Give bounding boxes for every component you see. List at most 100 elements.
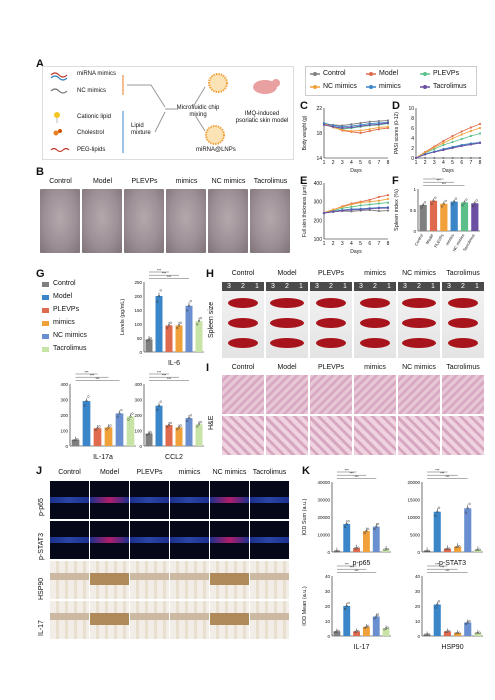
y-tick-label-0: 0 [411,156,414,162]
i-head-nc: NC mimics [402,364,436,371]
sig-label-1: *** [350,472,355,476]
ruler-mark-1: 2 [241,283,245,290]
point-5-5 [368,123,371,126]
b-photo-tac [250,189,290,253]
dot-5-2 [386,548,389,551]
x-tick-label-2: 3 [433,160,436,166]
series-line-0 [323,120,389,126]
dot-0-1 [147,432,151,435]
bar-5 [126,416,135,446]
dot-1-2 [434,196,437,199]
point-1-7 [386,194,390,197]
bar-4 [185,418,193,446]
point-5-5 [368,207,371,210]
ruler-mark-0: 3 [447,283,451,290]
bar-0 [71,439,80,446]
dot-1-1 [345,522,348,526]
dot-0-0 [146,433,149,436]
point-3-5 [368,200,371,203]
bar-1 [433,511,441,552]
dot-1-2 [159,400,162,403]
point-3-3 [442,141,445,145]
dot-5-2 [478,631,481,634]
y-tick-label-1: 50 [137,336,143,341]
bar-1 [343,606,351,636]
point-1-3 [442,139,445,143]
point-5-4 [359,208,362,211]
point-5-3 [350,126,353,129]
point-2-3 [350,205,353,208]
point-2-7 [386,201,390,204]
b-head-nc: NC mimics [211,178,246,185]
chart-e-skin-thickness: 100 200 300 400 1 2 3 4 5 6 7 8 Days Full skin thickn… [302,181,390,255]
y-tick-label-3: 300 [134,398,142,403]
bar-1 [155,405,163,446]
he-image [266,375,308,414]
schematic-item-cationic: Cationic lipid [77,114,112,120]
j-image [50,561,89,599]
y-tick-label-4: 20000 [407,480,420,485]
dot-5-0 [196,425,199,428]
spleen-organ [228,338,258,348]
bar-2 [165,325,173,352]
spleen-organ [402,338,436,348]
sig-label-2: *** [167,377,172,381]
spleen-organ [448,318,478,328]
panel-letter-h: H [206,268,214,280]
panel-letter-a: A [36,58,44,70]
dot-5-1 [197,320,201,323]
spleen-photo-1: 3 2 1 [266,282,308,358]
sig-label-2: *** [355,569,360,573]
point-0-6 [469,156,472,160]
chart-f-spleen-index: 00.51*********Spleen index (%)Control Mod… [394,177,480,252]
dot-4-0 [373,528,376,531]
bar-4 [372,526,380,552]
panel-letter-b: B [36,166,44,178]
spleen-photo-2: 3 2 1 [310,282,352,358]
b-head-tac: Tacrolimus [253,178,288,185]
ihc-band [250,573,289,580]
sig-label-1: *** [440,472,445,476]
dot-4-2 [465,198,468,201]
legend-label-mimics: mimics [379,83,401,90]
bar-0 [333,551,341,552]
b-head-plevps: PLEVPs [131,178,158,185]
legend-label-tac: Tacrolimus [433,83,467,90]
chart-title: HSP90 [441,644,463,651]
series-line-5 [415,142,481,159]
point-3-2 [341,128,344,131]
dot-1-0 [83,404,86,407]
h-head-nc: NC mimics [402,270,436,277]
y-tick-label-3: 400 [314,181,323,187]
x-tick-label-5: 6 [368,160,371,166]
y-tick-label-2: 300 [314,200,323,206]
ruler-mark-1: 2 [329,283,333,290]
sig-label-1: *** [437,179,442,183]
y-tick-label-0: 0 [413,229,416,234]
point-5-7 [386,206,390,210]
bar-2 [353,548,361,552]
y-tick-label-2: 20 [325,604,331,609]
x-tick-label-7: 8 [387,241,390,247]
bar-1 [433,604,441,636]
sig-label-0: *** [345,468,350,472]
dot-3-1 [365,529,368,533]
dot-3-1 [365,625,368,629]
b-photo-nc [208,189,248,253]
j-image [250,561,289,599]
j-image [210,481,249,519]
x-tick-label-2: PLEVPs [433,233,445,248]
bar-0 [423,550,431,552]
point-1-5 [460,130,463,133]
h-head-tac: Tacrolimus [446,270,480,277]
point-0-5 [460,156,463,160]
point-5-6 [377,207,380,210]
spleen-organ [270,318,304,328]
h-row-label: Spleen size [208,301,215,338]
series-line-4 [415,142,481,159]
fluor-band [90,497,129,503]
b-head-control: Control [49,178,72,185]
bar-5 [382,549,390,552]
bar-2 [353,631,361,636]
